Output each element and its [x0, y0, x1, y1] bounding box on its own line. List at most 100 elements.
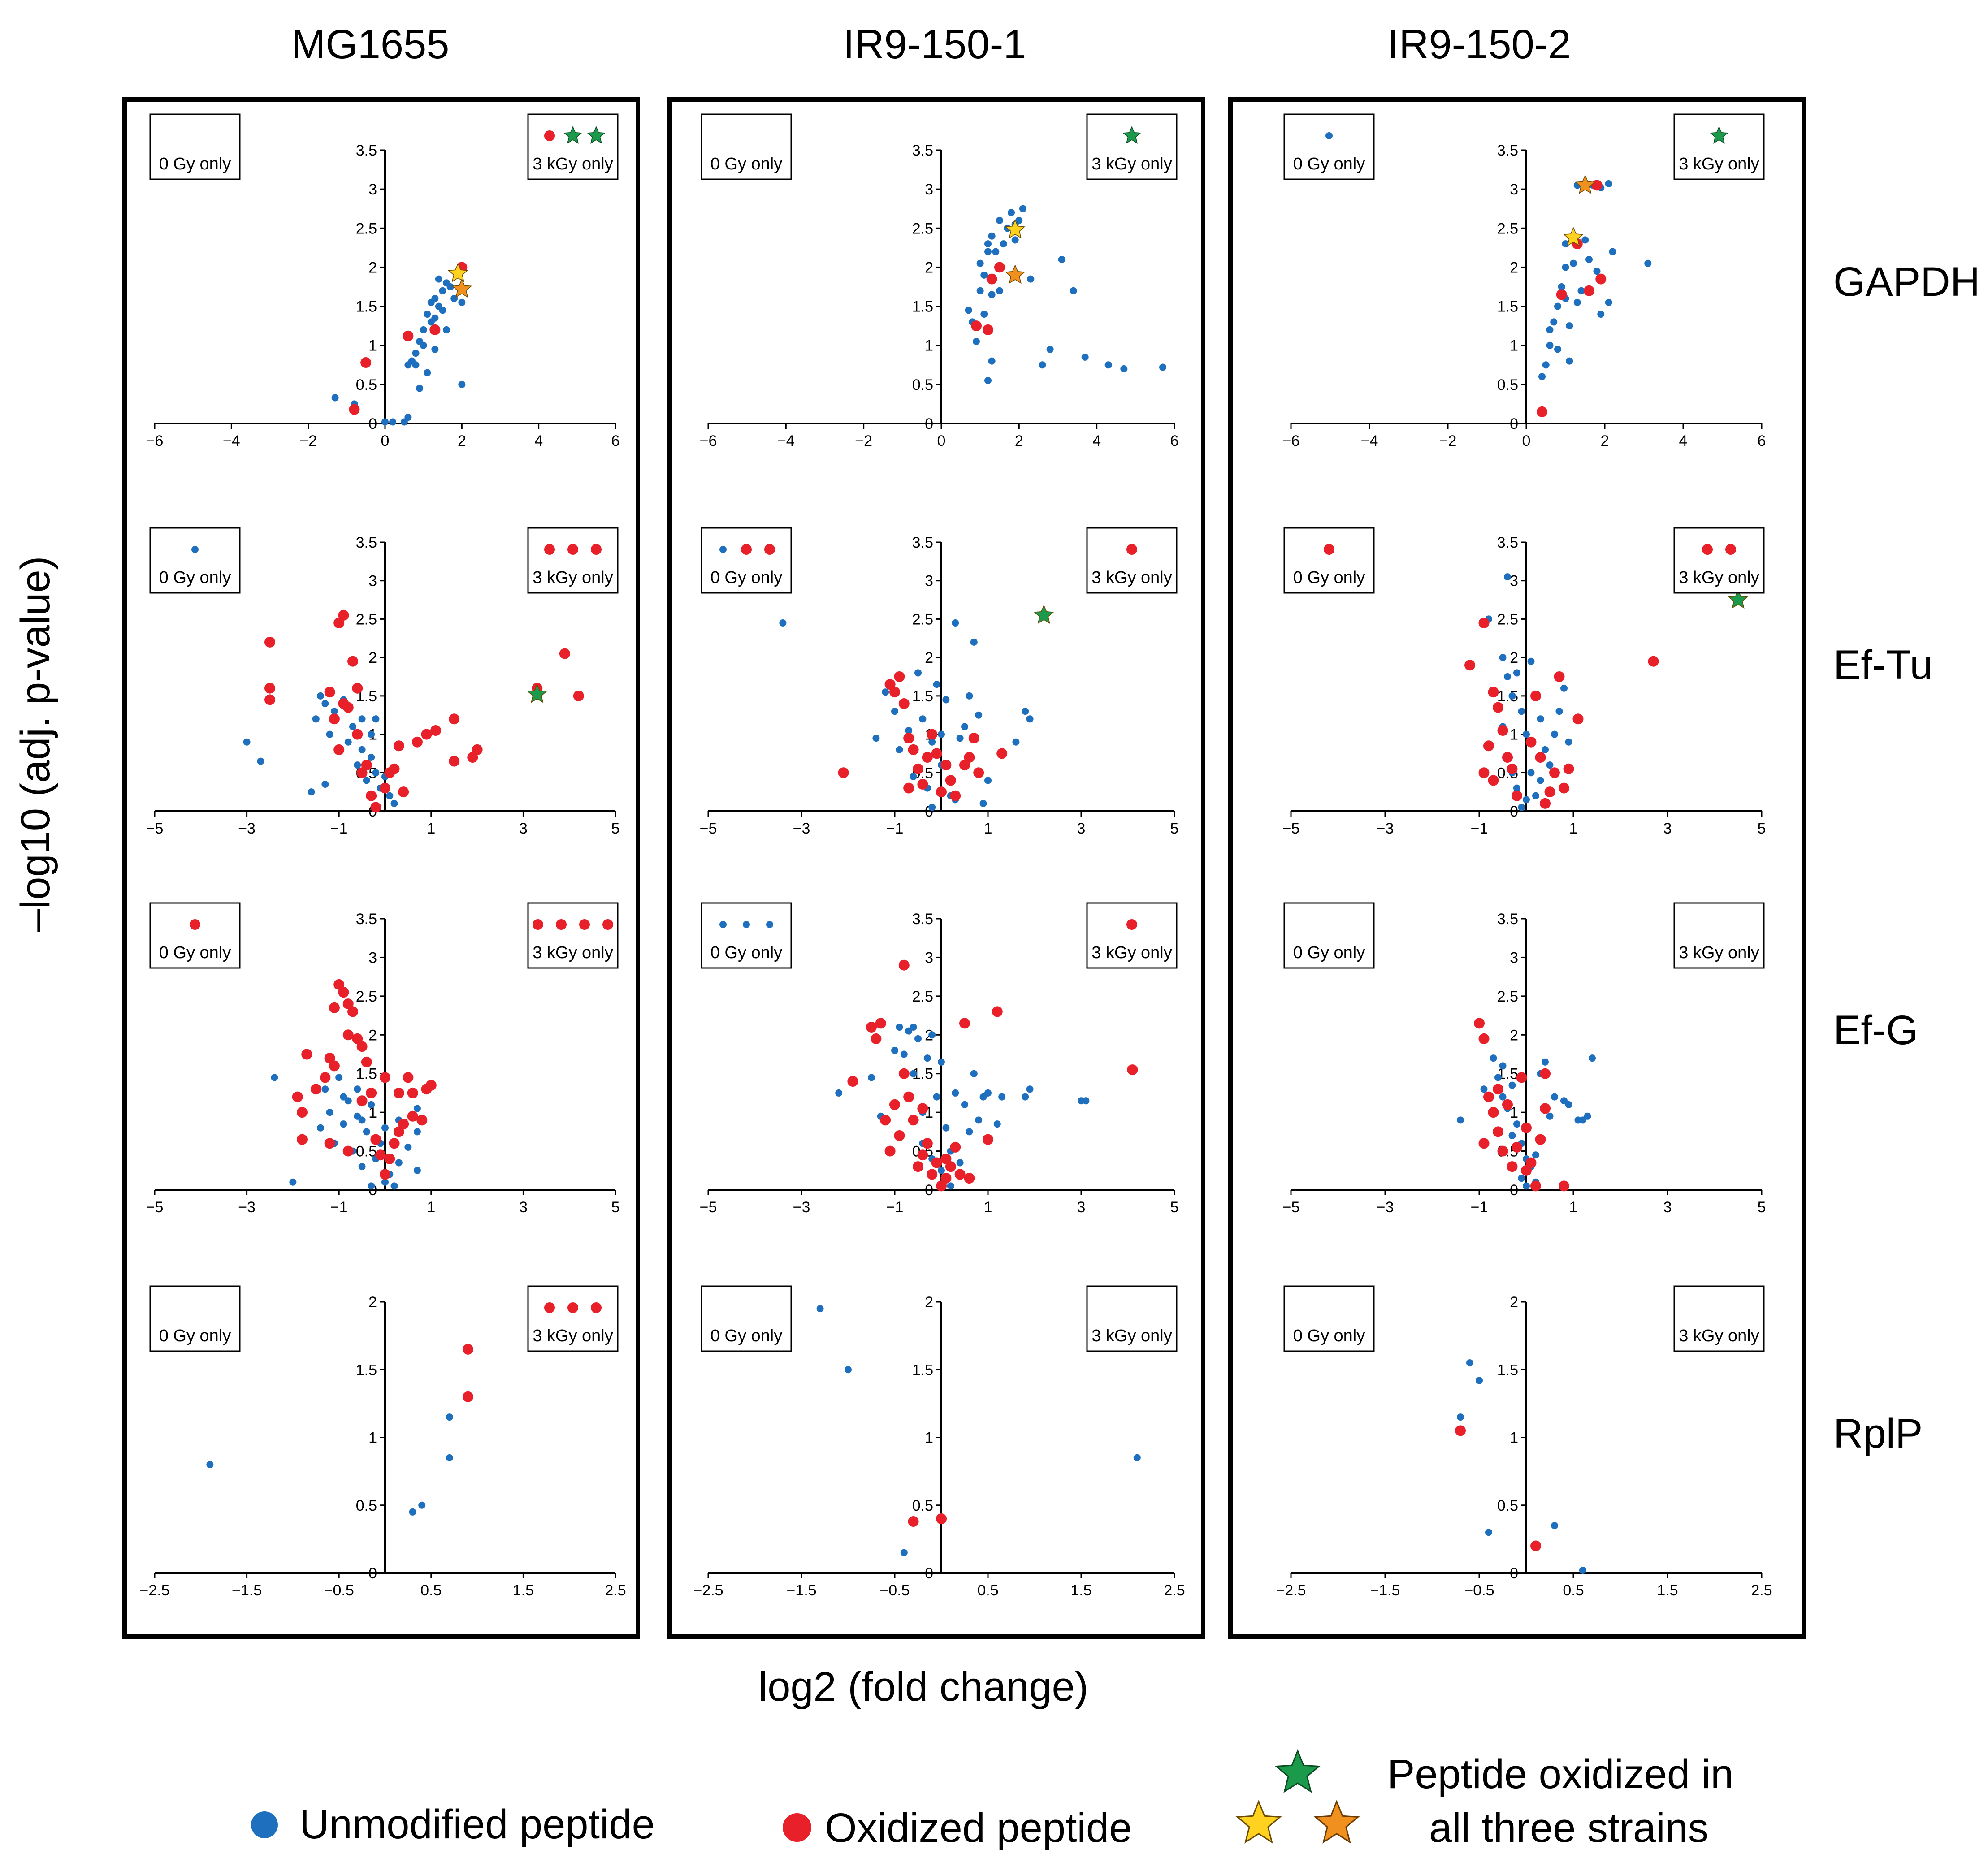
y-tick-label: 2 — [925, 1294, 933, 1311]
unmodified-point — [1518, 1175, 1525, 1182]
oxidized-point — [954, 1169, 966, 1180]
y-tick-label: 1.5 — [1497, 1361, 1518, 1378]
x-tick-label: 3 — [1077, 820, 1086, 837]
inset-3kgy-box — [527, 902, 619, 969]
unmodified-point — [998, 1093, 1006, 1101]
unmodified-point — [404, 1143, 412, 1151]
unmodified-point — [395, 1159, 403, 1167]
unmodified-point — [1518, 708, 1525, 715]
unmodified-point — [1022, 708, 1029, 715]
unmodified-point — [947, 1182, 954, 1190]
legend-oxidized-label: Oxidized peptide — [825, 1805, 1132, 1851]
x-tick-label: 5 — [611, 1199, 620, 1216]
oxidized-point — [917, 1103, 928, 1114]
y-tick-label: 0 — [368, 1565, 377, 1582]
y-tick-label: 1 — [368, 1104, 377, 1121]
unmodified-point — [363, 1128, 370, 1136]
unmodified-point — [386, 792, 394, 799]
oxidized-point — [1554, 671, 1565, 682]
inset-3kgy-box — [527, 527, 619, 594]
oxidized-point — [301, 1049, 312, 1060]
x-tick-label: 1 — [984, 1199, 992, 1216]
oxidized-point — [1556, 289, 1567, 300]
inset-3kgy: 3 kGy only — [527, 902, 619, 969]
oxidized-point — [407, 1110, 418, 1122]
oxidized-point — [324, 1138, 335, 1149]
inset-oxidized-marker — [602, 919, 613, 930]
y-tick-label: 1 — [368, 337, 377, 354]
unmodified-point — [1532, 792, 1539, 799]
unmodified-point — [996, 287, 1003, 294]
inset-0gy-label: 0 Gy only — [1293, 1327, 1365, 1345]
x-tick-label: 3 — [519, 1199, 528, 1216]
oxidized-point — [950, 790, 961, 801]
inset-0gy-box — [1283, 1285, 1375, 1352]
inset-3kgy-label: 3 kGy only — [533, 568, 613, 587]
y-tick-label: 1 — [1510, 337, 1518, 354]
unmodified-point — [257, 757, 264, 765]
oxidized-point — [931, 1157, 942, 1168]
inset-0gy: 0 Gy only — [149, 113, 241, 180]
protein-label-gapdh: GAPDH — [1833, 259, 1980, 305]
unmodified-point — [372, 715, 380, 723]
column-frame-ir9-150-1 — [667, 97, 1205, 1639]
inset-3kgy: 3 kGy only — [1086, 1285, 1178, 1352]
y-tick-label: 0.5 — [1497, 1497, 1518, 1514]
inset-oxidized-marker — [764, 544, 775, 555]
oxidized-point — [380, 782, 390, 794]
unmodified-point — [1537, 777, 1544, 784]
inset-3kgy-box — [1673, 1285, 1765, 1352]
inset-oxidized-marker — [1324, 544, 1334, 555]
unmodified-point — [418, 1501, 426, 1509]
x-tick-label: −1 — [330, 820, 348, 837]
oxidized-point — [264, 683, 275, 694]
oxidized-point — [903, 733, 914, 744]
x-tick-label: 5 — [1170, 1199, 1179, 1216]
oxidized-point — [903, 1091, 914, 1102]
inset-green-star-marker — [587, 126, 606, 144]
inset-3kgy: 3 kGy only — [1673, 1285, 1765, 1352]
legend-oxidized-marker — [783, 1813, 811, 1842]
x-tick-label: 0.5 — [420, 1582, 442, 1599]
oxidized-point — [898, 698, 910, 709]
x-tick-label: −6 — [1282, 432, 1300, 449]
unmodified-point — [431, 295, 439, 302]
unmodified-point — [1527, 769, 1535, 777]
inset-green-star-marker — [563, 126, 582, 144]
inset-oxidized-marker — [591, 544, 602, 555]
unmodified-point — [1104, 361, 1112, 369]
panel-mg1655-ef-g: −5 −3 −1 1 3 500.511.522.533.50 Gy only 3 kGy … — [146, 902, 620, 1216]
inset-0gy-label: 0 Gy only — [710, 155, 783, 173]
unmodified-point — [1070, 287, 1077, 294]
panel-grid: −6 −4 −2 0 2 4 6 0 0.5 1 1.5 2 2.5 3 3.5 0 Gy only 3 kGy… — [139, 113, 1772, 1599]
inset-3kgy: 3 kGy only — [1086, 902, 1178, 969]
unmodified-point — [1011, 236, 1019, 244]
x-tick-label: −3 — [793, 1199, 810, 1216]
oxidized-point — [894, 671, 905, 682]
unmodified-point — [243, 738, 251, 746]
oxidized-point — [1549, 767, 1560, 778]
oxidized-point — [1540, 1103, 1551, 1114]
unmodified-point — [1026, 715, 1034, 723]
x-tick-label: −1 — [886, 820, 904, 837]
unmodified-point — [779, 619, 787, 627]
oxidized-point — [324, 1053, 335, 1064]
oxidized-point — [1559, 782, 1569, 794]
oxidized-point — [838, 767, 849, 778]
unmodified-point — [1022, 1093, 1029, 1101]
x-tick-label: −5 — [146, 1199, 164, 1216]
y-tick-label: 3 — [1510, 949, 1518, 966]
unmodified-point — [928, 738, 936, 746]
oxidized-point — [411, 736, 423, 748]
unmodified-point — [308, 788, 315, 796]
x-tick-label: 6 — [1170, 432, 1179, 449]
unmodified-point — [404, 414, 412, 421]
y-tick-label: 2.5 — [356, 988, 377, 1005]
x-tick-label: −1 — [1471, 1199, 1488, 1216]
unmodified-point — [1554, 302, 1561, 310]
oxidized-point — [1535, 1134, 1546, 1145]
x-tick-label: −4 — [1361, 432, 1378, 449]
unmodified-point — [965, 307, 972, 314]
inset-0gy: 0 Gy only — [149, 1285, 241, 1352]
inset-3kgy: 3 kGy only — [527, 1285, 619, 1352]
